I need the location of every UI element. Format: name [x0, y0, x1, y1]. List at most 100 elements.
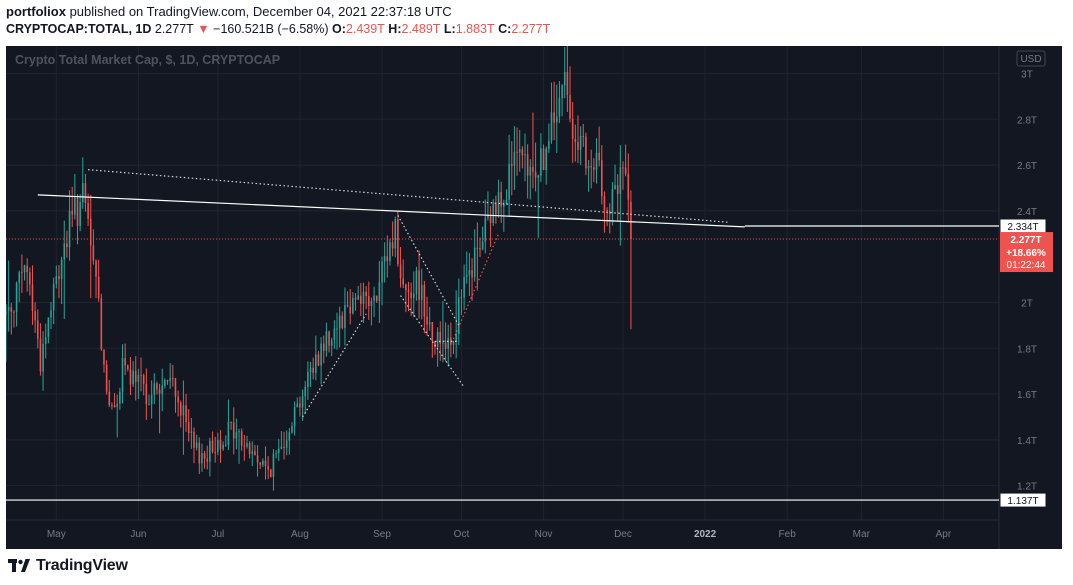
- candle-body: [201, 453, 203, 464]
- candle-body: [468, 270, 471, 276]
- trendline: [400, 295, 465, 388]
- candle-body: [312, 367, 314, 373]
- down-arrow-icon: ▼: [197, 22, 210, 36]
- candle-body: [410, 292, 412, 298]
- x-tick-label: Aug: [291, 529, 309, 540]
- candle-body: [113, 405, 116, 408]
- candle-body: [134, 370, 137, 382]
- chart-background: [6, 46, 1062, 549]
- candle-body: [601, 160, 603, 197]
- publisher-user[interactable]: portfoliox: [6, 4, 66, 19]
- candle-body: [262, 460, 264, 465]
- candle-body: [381, 261, 383, 283]
- candle-body: [399, 264, 402, 279]
- candle-body: [103, 349, 105, 365]
- candle-body: [391, 242, 394, 249]
- candle-body: [18, 272, 21, 284]
- tradingview-logo-text: TradingView: [36, 557, 128, 574]
- symbol-name[interactable]: CRYPTOCAP:TOTAL, 1D: [6, 22, 152, 36]
- candle-body: [34, 311, 36, 321]
- candle-body: [585, 136, 587, 169]
- candle-body: [89, 218, 92, 246]
- candle-body: [558, 98, 561, 117]
- candle-body: [296, 403, 299, 408]
- candle-body: [317, 354, 320, 366]
- candle-body: [129, 369, 132, 385]
- publisher-line: portfoliox published on TradingView.com,…: [6, 4, 452, 19]
- y-tick-label: 3T: [1021, 69, 1033, 80]
- candle-body: [217, 439, 219, 453]
- candle-body: [352, 297, 354, 314]
- y-tick-label: 1.2T: [1017, 482, 1037, 493]
- candle-body: [418, 270, 420, 300]
- candle-body: [373, 295, 375, 301]
- candle-body: [164, 380, 166, 386]
- low-label: L:: [443, 22, 456, 36]
- candle-body: [15, 283, 18, 312]
- candle-body: [79, 201, 81, 226]
- candle-body: [595, 152, 598, 170]
- candle-body: [383, 256, 386, 262]
- candle-body: [412, 293, 415, 298]
- current-change-label: +18.66%: [1006, 248, 1046, 259]
- high-label: H:: [388, 22, 402, 36]
- candle-body: [84, 183, 87, 204]
- y-tick-label: 2.4T: [1017, 207, 1037, 218]
- candle-body: [267, 466, 269, 470]
- candle-body: [537, 175, 540, 178]
- candle-body: [526, 154, 529, 176]
- candle-body: [240, 431, 243, 446]
- tradingview-logo-icon: [8, 559, 30, 572]
- candle-body: [132, 370, 134, 385]
- candle-body: [66, 243, 68, 248]
- open-value: 2.439T: [345, 22, 385, 36]
- candle-body: [495, 203, 497, 215]
- chart-panel[interactable]: 3T 2.8T 2.6T 2.4T 2T 1.8T 1.6T 1.4T 1.2T May Jun Ju…: [6, 46, 1062, 549]
- candle-body: [606, 210, 608, 212]
- candle-body: [542, 148, 545, 170]
- candle-body: [378, 282, 381, 302]
- candle-body: [148, 404, 150, 406]
- trendline: [397, 215, 460, 326]
- candle-body: [182, 405, 185, 416]
- candle-body: [630, 201, 632, 240]
- candle-body: [370, 300, 373, 307]
- candle-body: [346, 305, 349, 307]
- candle-body: [619, 167, 622, 194]
- candle-body: [280, 446, 283, 449]
- candle-body: [23, 265, 26, 273]
- candle-body: [74, 197, 76, 215]
- candle-body: [608, 211, 611, 214]
- candle-body: [288, 432, 291, 441]
- candle-body: [95, 260, 97, 277]
- candle-body: [341, 315, 344, 328]
- candle-body: [510, 163, 513, 166]
- candle-body: [577, 142, 579, 150]
- candle-body: [219, 439, 222, 450]
- candle-body: [275, 452, 277, 454]
- candle-body: [627, 173, 630, 200]
- candle-body: [534, 171, 537, 178]
- candle-body: [590, 166, 593, 168]
- candle-body: [402, 278, 404, 285]
- candle-body: [235, 432, 238, 439]
- candle-body: [516, 151, 518, 153]
- trendline: [452, 233, 500, 340]
- candle-body: [407, 290, 410, 293]
- x-tick-label: Feb: [779, 529, 797, 540]
- candle-body: [471, 270, 473, 278]
- symbol-bar: CRYPTOCAP:TOTAL, 1D 2.277T ▼ −160.521B (…: [6, 22, 550, 36]
- candle-body: [227, 421, 230, 445]
- candle-body: [405, 284, 407, 291]
- candle-body: [322, 343, 325, 351]
- candle-body: [450, 337, 452, 345]
- price-chart[interactable]: 3T 2.8T 2.6T 2.4T 2T 1.8T 1.6T 1.4T 1.2T May Jun Ju…: [6, 46, 1062, 549]
- candle-body: [561, 85, 563, 99]
- candle-body: [283, 446, 285, 448]
- candle-body: [13, 311, 15, 313]
- x-tick-label: 2022: [694, 529, 717, 540]
- candle-body: [58, 276, 60, 280]
- candle-body: [179, 402, 182, 416]
- candle-body: [307, 371, 309, 387]
- candle-body: [124, 358, 126, 366]
